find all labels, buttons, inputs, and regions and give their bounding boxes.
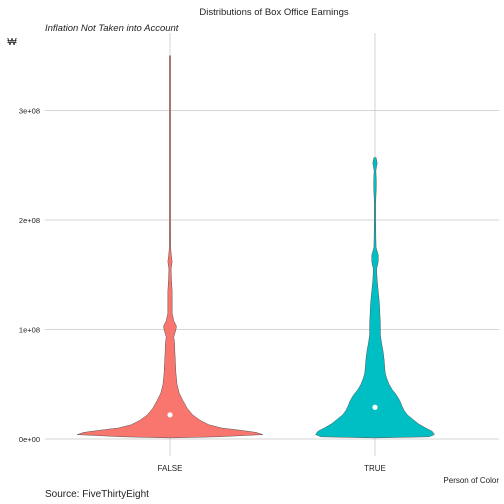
y-axis-label: ₩ [7, 37, 17, 48]
x-tick-label: FALSE [158, 464, 183, 473]
violins [77, 55, 435, 439]
x-tick-label: TRUE [364, 464, 386, 473]
chart-caption: Source: FiveThirtyEight [45, 489, 149, 500]
x-axis-ticks: FALSE TRUE [158, 464, 386, 473]
chart-subtitle: Inflation Not Taken into Account [45, 23, 179, 34]
y-axis-ticks: 0e+00 1e+08 2e+08 3e+08 [19, 107, 40, 445]
x-axis-label: Person of Color [443, 476, 499, 485]
violin-true [315, 157, 435, 439]
violin-false [77, 55, 263, 439]
y-tick-label: 2e+08 [19, 216, 40, 225]
chart-title: Distributions of Box Office Earnings [199, 7, 349, 18]
y-tick-label: 0e+00 [19, 435, 40, 444]
gridlines [45, 33, 499, 456]
median-point-false [167, 412, 173, 418]
median-point-true [372, 404, 378, 410]
y-tick-label: 3e+08 [19, 107, 40, 116]
y-tick-label: 1e+08 [19, 326, 40, 335]
